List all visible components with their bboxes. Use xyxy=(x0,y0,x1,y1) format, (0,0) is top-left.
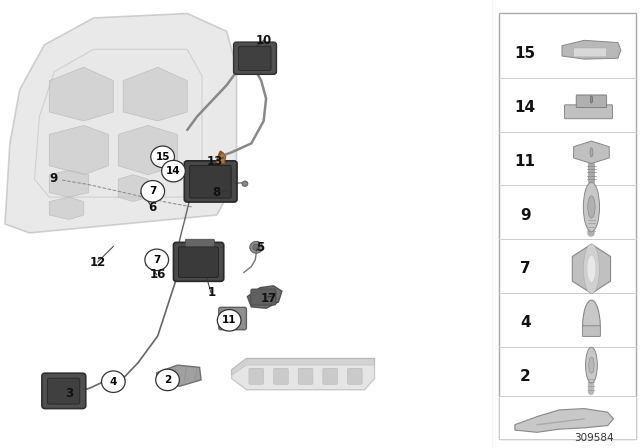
Circle shape xyxy=(141,181,164,202)
Text: 2: 2 xyxy=(164,375,171,385)
Text: 11: 11 xyxy=(222,315,236,325)
Polygon shape xyxy=(118,175,148,202)
Polygon shape xyxy=(157,365,201,386)
Text: 2: 2 xyxy=(520,369,531,384)
Polygon shape xyxy=(232,358,374,375)
Text: 14: 14 xyxy=(515,100,536,115)
FancyBboxPatch shape xyxy=(273,368,288,384)
FancyBboxPatch shape xyxy=(564,105,612,119)
Text: 13: 13 xyxy=(206,155,223,168)
FancyBboxPatch shape xyxy=(186,239,214,246)
FancyBboxPatch shape xyxy=(298,368,313,384)
Circle shape xyxy=(253,244,260,250)
Text: 9: 9 xyxy=(49,172,58,185)
Polygon shape xyxy=(216,152,226,164)
Circle shape xyxy=(218,310,241,331)
FancyBboxPatch shape xyxy=(249,368,264,384)
Circle shape xyxy=(583,182,600,232)
FancyBboxPatch shape xyxy=(179,247,218,277)
Circle shape xyxy=(583,244,600,293)
Text: 5: 5 xyxy=(256,241,264,254)
FancyBboxPatch shape xyxy=(576,95,607,108)
Polygon shape xyxy=(147,185,158,194)
Circle shape xyxy=(150,187,156,193)
FancyBboxPatch shape xyxy=(348,368,362,384)
FancyBboxPatch shape xyxy=(47,378,80,404)
Circle shape xyxy=(250,241,262,253)
Circle shape xyxy=(586,347,597,383)
Text: 11: 11 xyxy=(515,154,536,169)
Text: 7: 7 xyxy=(153,255,161,265)
Circle shape xyxy=(162,160,186,182)
Circle shape xyxy=(588,196,595,218)
Polygon shape xyxy=(118,125,177,175)
Polygon shape xyxy=(572,244,611,293)
Text: 12: 12 xyxy=(90,255,106,269)
Text: 9: 9 xyxy=(520,207,531,223)
Polygon shape xyxy=(5,13,237,233)
Text: 7: 7 xyxy=(520,261,531,276)
Circle shape xyxy=(173,164,182,172)
FancyBboxPatch shape xyxy=(161,156,172,163)
Text: 10: 10 xyxy=(255,34,272,47)
Polygon shape xyxy=(35,49,202,197)
FancyBboxPatch shape xyxy=(499,13,636,439)
Circle shape xyxy=(587,255,596,282)
Text: 17: 17 xyxy=(260,292,276,305)
FancyBboxPatch shape xyxy=(582,326,600,336)
FancyBboxPatch shape xyxy=(323,368,337,384)
Polygon shape xyxy=(515,409,614,432)
Text: 14: 14 xyxy=(166,166,180,176)
FancyBboxPatch shape xyxy=(573,48,607,57)
Circle shape xyxy=(590,96,593,103)
Polygon shape xyxy=(49,170,89,197)
Circle shape xyxy=(151,146,175,168)
Text: 3: 3 xyxy=(65,387,73,400)
Text: 16: 16 xyxy=(150,268,166,281)
Circle shape xyxy=(154,255,159,261)
Polygon shape xyxy=(49,197,84,220)
Polygon shape xyxy=(232,358,374,390)
FancyBboxPatch shape xyxy=(184,161,237,202)
FancyBboxPatch shape xyxy=(239,46,271,70)
Text: 309584: 309584 xyxy=(574,433,614,443)
FancyBboxPatch shape xyxy=(151,258,162,270)
FancyBboxPatch shape xyxy=(173,242,224,281)
Circle shape xyxy=(145,249,168,271)
FancyBboxPatch shape xyxy=(251,289,276,305)
Circle shape xyxy=(102,371,125,392)
Text: 4: 4 xyxy=(109,377,117,387)
FancyBboxPatch shape xyxy=(189,165,231,198)
Circle shape xyxy=(589,357,594,373)
Text: 4: 4 xyxy=(520,315,531,330)
Text: 6: 6 xyxy=(148,201,157,214)
Wedge shape xyxy=(582,300,600,327)
FancyBboxPatch shape xyxy=(219,307,246,330)
Circle shape xyxy=(156,369,179,391)
Text: 8: 8 xyxy=(212,186,221,199)
Text: 1: 1 xyxy=(208,286,216,299)
FancyBboxPatch shape xyxy=(499,396,636,439)
FancyBboxPatch shape xyxy=(170,163,182,172)
Circle shape xyxy=(242,181,248,186)
Polygon shape xyxy=(573,141,609,164)
Polygon shape xyxy=(151,254,163,263)
Text: 15: 15 xyxy=(156,152,170,162)
FancyBboxPatch shape xyxy=(42,373,86,409)
Polygon shape xyxy=(49,67,113,121)
FancyBboxPatch shape xyxy=(234,42,276,74)
FancyBboxPatch shape xyxy=(145,184,159,199)
Circle shape xyxy=(590,148,593,157)
Text: 15: 15 xyxy=(515,46,536,61)
Polygon shape xyxy=(49,125,108,175)
Polygon shape xyxy=(123,67,188,121)
Text: 7: 7 xyxy=(149,186,156,196)
Circle shape xyxy=(110,373,125,387)
Polygon shape xyxy=(562,40,621,59)
Circle shape xyxy=(113,376,121,383)
Polygon shape xyxy=(248,286,282,308)
